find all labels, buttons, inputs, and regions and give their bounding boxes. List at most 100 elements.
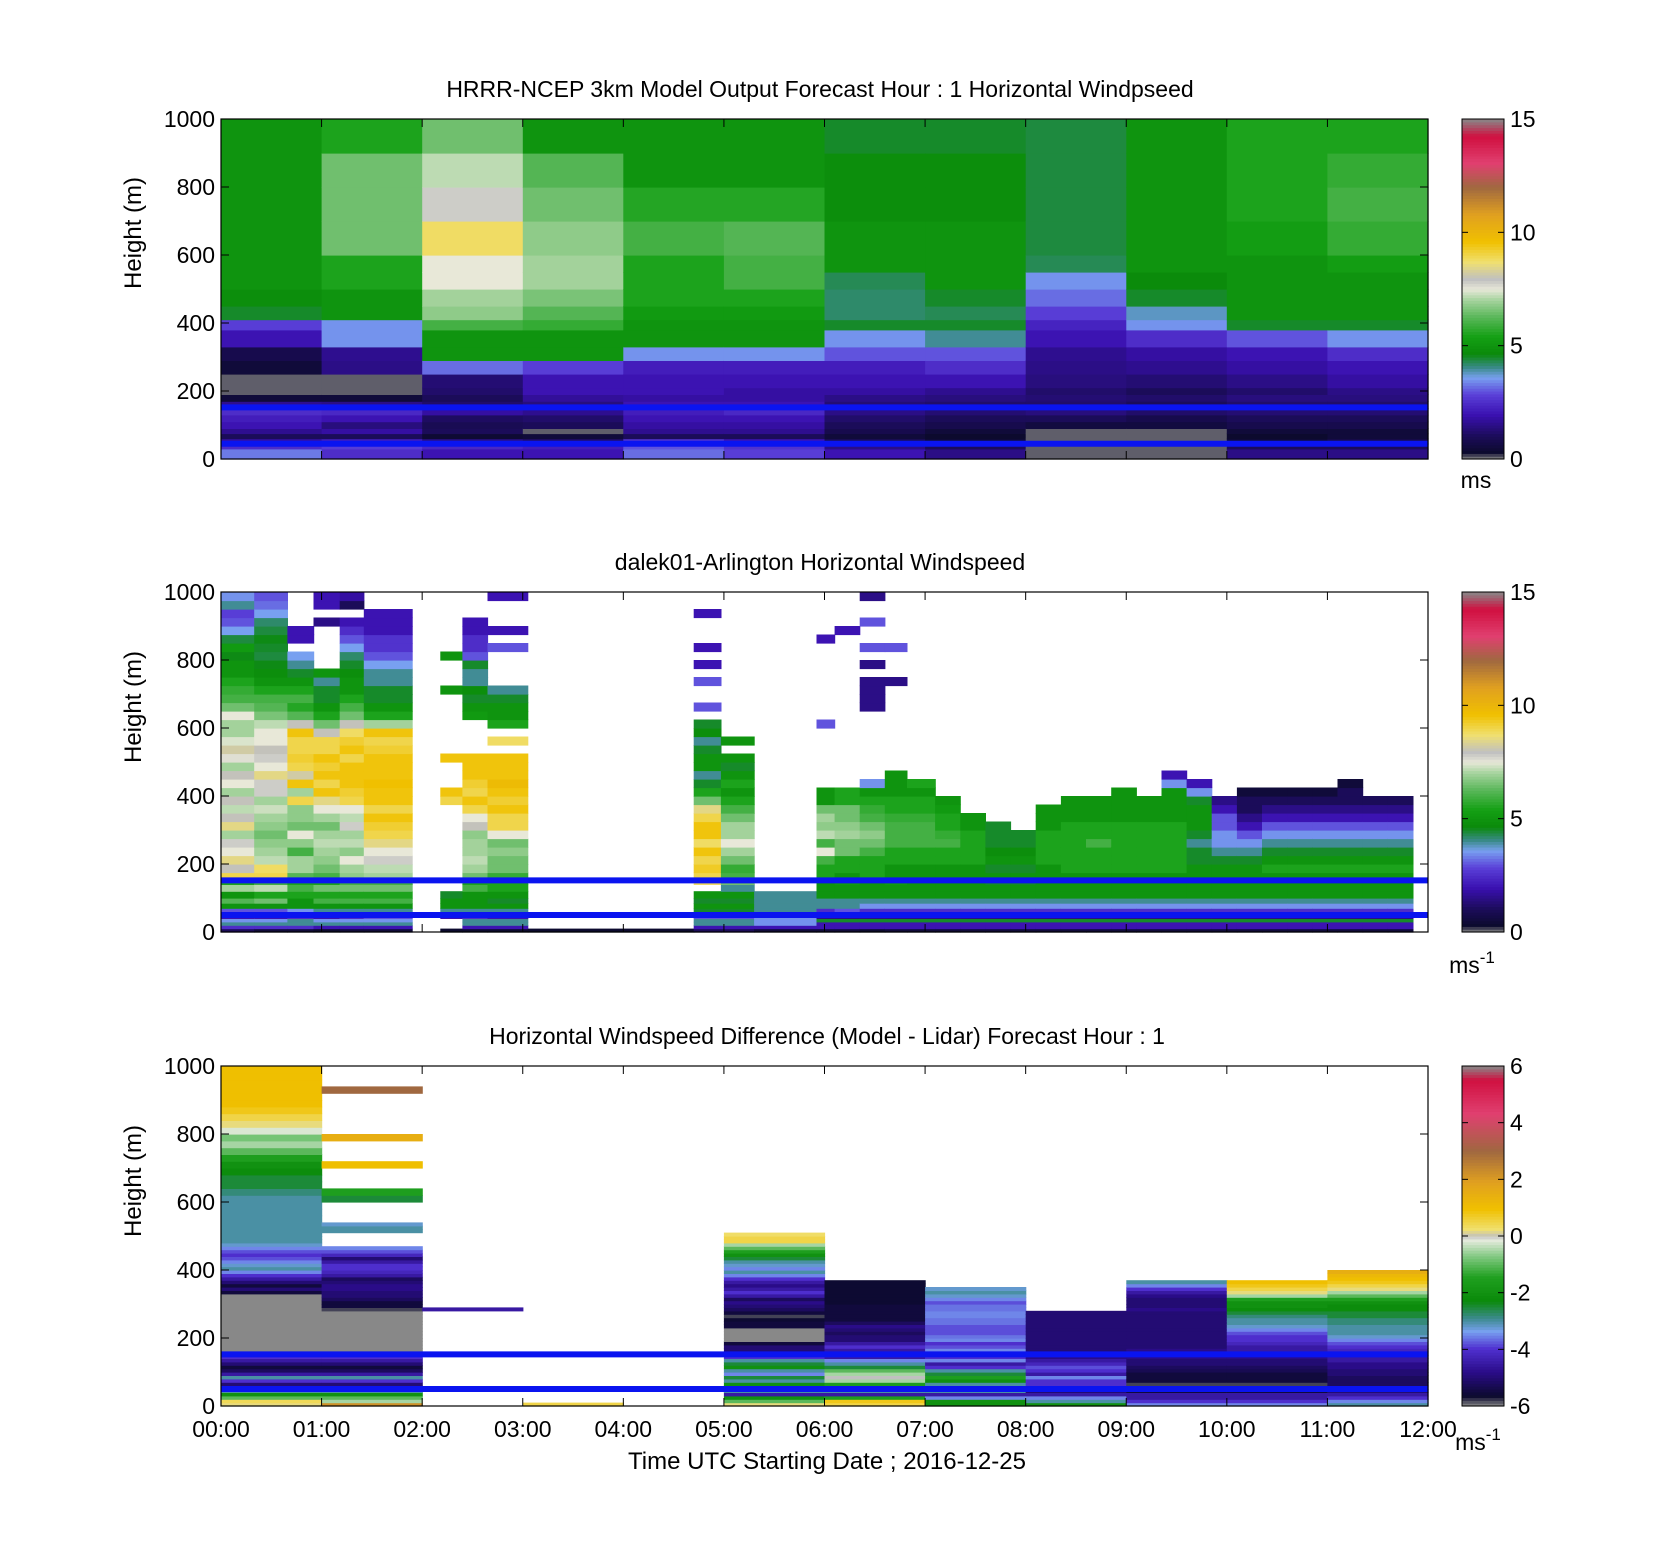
heatmap-cell <box>1226 1317 1328 1322</box>
colorbar-swatch <box>1462 1340 1504 1345</box>
heatmap-cell <box>925 1378 1027 1383</box>
colorbar-swatch <box>1462 1117 1504 1121</box>
heatmap-cell <box>254 872 288 882</box>
heatmap-cell <box>487 884 529 892</box>
heatmap-cell <box>925 272 1027 290</box>
heatmap-cell <box>221 1399 323 1404</box>
heatmap-cell <box>462 921 489 926</box>
heatmap-cell <box>1086 864 1112 874</box>
heatmap-cell <box>221 1229 323 1234</box>
colorbar-swatch <box>1462 1068 1504 1073</box>
heatmap-cell <box>522 221 624 256</box>
heatmap-cell <box>907 872 936 882</box>
heatmap-cell <box>1312 928 1338 933</box>
heatmap-cell <box>1226 1341 1328 1346</box>
heatmap-cell <box>1287 903 1313 909</box>
colorbar-swatch <box>1462 1275 1504 1280</box>
heatmap-cell <box>462 804 489 814</box>
colorbar-swatch <box>1462 875 1504 879</box>
heatmap-cell <box>221 153 323 188</box>
heatmap-cell <box>221 1365 323 1370</box>
colorbar-swatch <box>1462 654 1504 658</box>
heatmap-cell <box>1226 1327 1328 1332</box>
heatmap-cell <box>816 719 836 729</box>
heatmap-cell <box>221 408 323 416</box>
colorbar-swatch <box>1462 745 1504 749</box>
heatmap-cell <box>1025 187 1127 222</box>
heatmap-cell <box>859 813 886 823</box>
heatmap-cell <box>487 813 529 823</box>
heatmap-cell <box>1337 891 1364 899</box>
colorbar-swatch <box>1462 756 1504 760</box>
colorbar-swatch <box>1462 1170 1504 1175</box>
heatmap-cell <box>1086 813 1112 823</box>
heatmap-cell <box>723 1321 826 1325</box>
colorbar-swatch <box>1462 1386 1504 1390</box>
heatmap-cell <box>824 1307 926 1312</box>
heatmap-cell <box>693 643 722 653</box>
colorbar-swatch <box>1462 342 1504 347</box>
heatmap-cell <box>1387 821 1414 831</box>
heatmap-cell <box>1060 898 1087 904</box>
heatmap-cell <box>254 830 288 840</box>
colorbar-tick-label: 10 <box>1510 692 1536 718</box>
heatmap-cell <box>313 872 341 882</box>
heatmap-cell <box>313 668 341 678</box>
heatmap-cell <box>623 433 725 440</box>
colorbar-swatch <box>1462 393 1504 398</box>
heatmap-cell <box>422 414 524 423</box>
heatmap-cell <box>254 847 288 857</box>
heatmap-cell <box>221 728 255 738</box>
colorbar-swatch <box>1462 668 1504 672</box>
colorbar-swatch <box>1462 167 1504 171</box>
heatmap-cell <box>221 617 255 627</box>
heatmap-cell <box>1287 928 1313 933</box>
colorbar-swatch <box>1462 597 1504 602</box>
heatmap-cell <box>1126 1341 1228 1346</box>
heatmap-cell <box>1025 306 1127 321</box>
colorbar-swatch <box>1462 1374 1504 1379</box>
heatmap-cell <box>1312 813 1338 823</box>
heatmap-cell <box>321 1222 423 1227</box>
heatmap-cell <box>720 898 755 904</box>
heatmap-cell <box>1010 891 1037 899</box>
heatmap-cell <box>859 804 886 814</box>
heatmap-cell <box>1025 414 1127 423</box>
heatmap-cell <box>440 903 463 909</box>
heatmap-cell <box>221 1208 323 1217</box>
heatmap-cell <box>884 872 908 882</box>
heatmap-cell <box>422 306 524 321</box>
heatmap-cell <box>723 448 826 460</box>
colorbar-swatch <box>1462 730 1504 735</box>
heatmap-cell <box>254 908 288 914</box>
heatmap-cell <box>1262 898 1288 904</box>
heatmap-cell <box>723 1246 826 1251</box>
heatmap-cell <box>925 1300 1027 1305</box>
heatmap-cell <box>1025 1338 1127 1342</box>
heatmap-cell <box>1161 847 1188 857</box>
y-tick-label: 1000 <box>164 1053 215 1079</box>
heatmap-cell <box>1226 1365 1328 1370</box>
heatmap-cell <box>1025 1382 1127 1387</box>
heatmap-cell <box>287 626 315 636</box>
heatmap-cell <box>254 677 288 687</box>
heatmap-cell <box>1337 918 1364 923</box>
heatmap-cell <box>221 921 255 926</box>
heatmap-cell <box>1211 821 1238 831</box>
heatmap-cell <box>363 702 413 712</box>
heatmap-cell <box>254 918 288 923</box>
heatmap-cell <box>1287 872 1313 882</box>
heatmap-cell <box>363 891 413 899</box>
heatmap-cell <box>1111 925 1137 930</box>
heatmap-cell <box>487 925 529 930</box>
heatmap-cell <box>321 289 423 307</box>
colorbar-swatch <box>1462 651 1504 655</box>
heatmap-cell <box>693 762 722 772</box>
heatmap-cell <box>824 1341 926 1346</box>
reference-lines <box>221 877 1428 918</box>
heatmap-cell <box>925 1338 1027 1342</box>
heatmap-cell <box>720 884 755 892</box>
heatmap-cell <box>884 891 908 899</box>
heatmap-cell <box>907 864 936 874</box>
heatmap-cell <box>1387 830 1414 840</box>
